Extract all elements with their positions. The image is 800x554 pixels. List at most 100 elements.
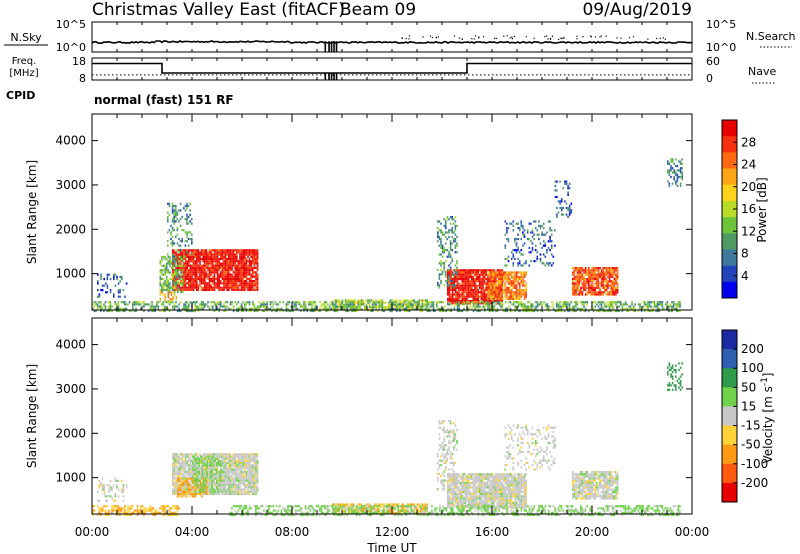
- echo-cell: [159, 288, 162, 292]
- echo-cell: [461, 303, 464, 306]
- echo-cell: [515, 249, 518, 252]
- echo-cell: [228, 492, 230, 495]
- echo-cell: [399, 309, 401, 313]
- echo-cell: [354, 309, 356, 313]
- echo-cell: [180, 275, 182, 278]
- echo-cell: [207, 490, 209, 493]
- echo-cell: [509, 278, 511, 281]
- echo-cell: [245, 284, 248, 287]
- echo-cell: [199, 453, 201, 456]
- echo-cell: [451, 291, 454, 294]
- echo-cell: [226, 457, 228, 460]
- echo-cell: [580, 280, 582, 283]
- echo-cell: [517, 295, 519, 298]
- echo-cell: [194, 286, 196, 289]
- echo-cell: [157, 301, 160, 304]
- echo-cell: [518, 251, 521, 254]
- echo-cell: [453, 286, 455, 289]
- echo-cell: [509, 280, 511, 283]
- echo-cell: [482, 297, 484, 300]
- echo-cell: [236, 468, 238, 471]
- echo-cell: [199, 303, 201, 306]
- echo-cell: [496, 280, 499, 283]
- echo-cell: [173, 473, 176, 476]
- echo-cell: [228, 258, 230, 261]
- echo-cell: [224, 273, 227, 276]
- echo-cell: [440, 260, 442, 263]
- echo-cell: [616, 289, 619, 292]
- echo-cell: [466, 284, 468, 287]
- echo-cell: [247, 282, 249, 285]
- echo-cell: [432, 307, 435, 310]
- echo-cell: [504, 289, 507, 292]
- echo-cell: [346, 301, 348, 304]
- echo-cell: [247, 488, 249, 491]
- echo-cell: [456, 271, 458, 274]
- echo-cell: [541, 309, 544, 313]
- echo-cell: [469, 269, 471, 272]
- echo-cell: [191, 218, 193, 221]
- echo-cell: [496, 307, 499, 310]
- echo-cell: [472, 301, 475, 304]
- echo-cell: [467, 278, 470, 281]
- echo-cell: [675, 182, 677, 185]
- echo-cell: [362, 301, 364, 304]
- echo-cell: [391, 299, 393, 302]
- echo-cell: [573, 305, 576, 308]
- echo-cell: [172, 301, 174, 304]
- echo-cell: [456, 282, 459, 285]
- echo-cell: [228, 249, 230, 252]
- echo-cell: [171, 218, 174, 221]
- echo-cell: [469, 286, 471, 289]
- echo-cell: [212, 286, 214, 289]
- echo-cell: [676, 309, 678, 313]
- echo-cell: [456, 305, 459, 308]
- echo-cell: [466, 286, 468, 289]
- echo-cell: [229, 262, 232, 265]
- nsearch-point: [576, 38, 578, 40]
- echo-cell: [544, 242, 547, 245]
- noise-gap-marker: [324, 41, 327, 52]
- echo-cell: [362, 299, 364, 302]
- echo-cell: [592, 269, 595, 272]
- echo-cell: [463, 301, 465, 304]
- echo-cell: [173, 229, 175, 232]
- echo-cell: [172, 462, 174, 465]
- echo-cell: [177, 271, 179, 274]
- echo-cell: [483, 300, 486, 303]
- echo-cell: [589, 269, 592, 272]
- echo-cell: [221, 481, 224, 484]
- echo-cell: [445, 309, 448, 313]
- echo-cell: [204, 269, 206, 272]
- echo-cell: [252, 249, 254, 252]
- echo-cell: [442, 309, 444, 313]
- echo-cell: [196, 307, 198, 310]
- echo-cell: [95, 303, 97, 306]
- echo-cell: [108, 305, 110, 308]
- echo-cell: [236, 277, 238, 280]
- echo-cell: [180, 457, 182, 460]
- echo-cell: [184, 282, 187, 285]
- echo-cell: [173, 222, 175, 225]
- echo-cell: [194, 266, 196, 269]
- echo-cell: [173, 262, 176, 265]
- echo-cell: [335, 299, 337, 302]
- echo-cell: [518, 227, 521, 230]
- echo-cell: [463, 282, 465, 285]
- echo-cell: [229, 301, 232, 304]
- echo-cell: [173, 462, 176, 465]
- echo-cell: [194, 273, 196, 276]
- echo-cell: [605, 273, 608, 276]
- echo-cell: [453, 218, 455, 221]
- nsearch-point: [533, 37, 535, 39]
- echo-cell: [178, 459, 180, 462]
- echo-cell: [250, 277, 252, 280]
- echo-cell: [244, 490, 246, 493]
- echo-cell: [607, 267, 609, 270]
- echo-cell: [456, 244, 458, 247]
- echo-cell: [236, 271, 238, 274]
- echo-cell: [439, 301, 441, 304]
- echo-cell: [175, 213, 177, 216]
- echo-cell: [234, 459, 236, 462]
- echo-cell: [176, 286, 179, 289]
